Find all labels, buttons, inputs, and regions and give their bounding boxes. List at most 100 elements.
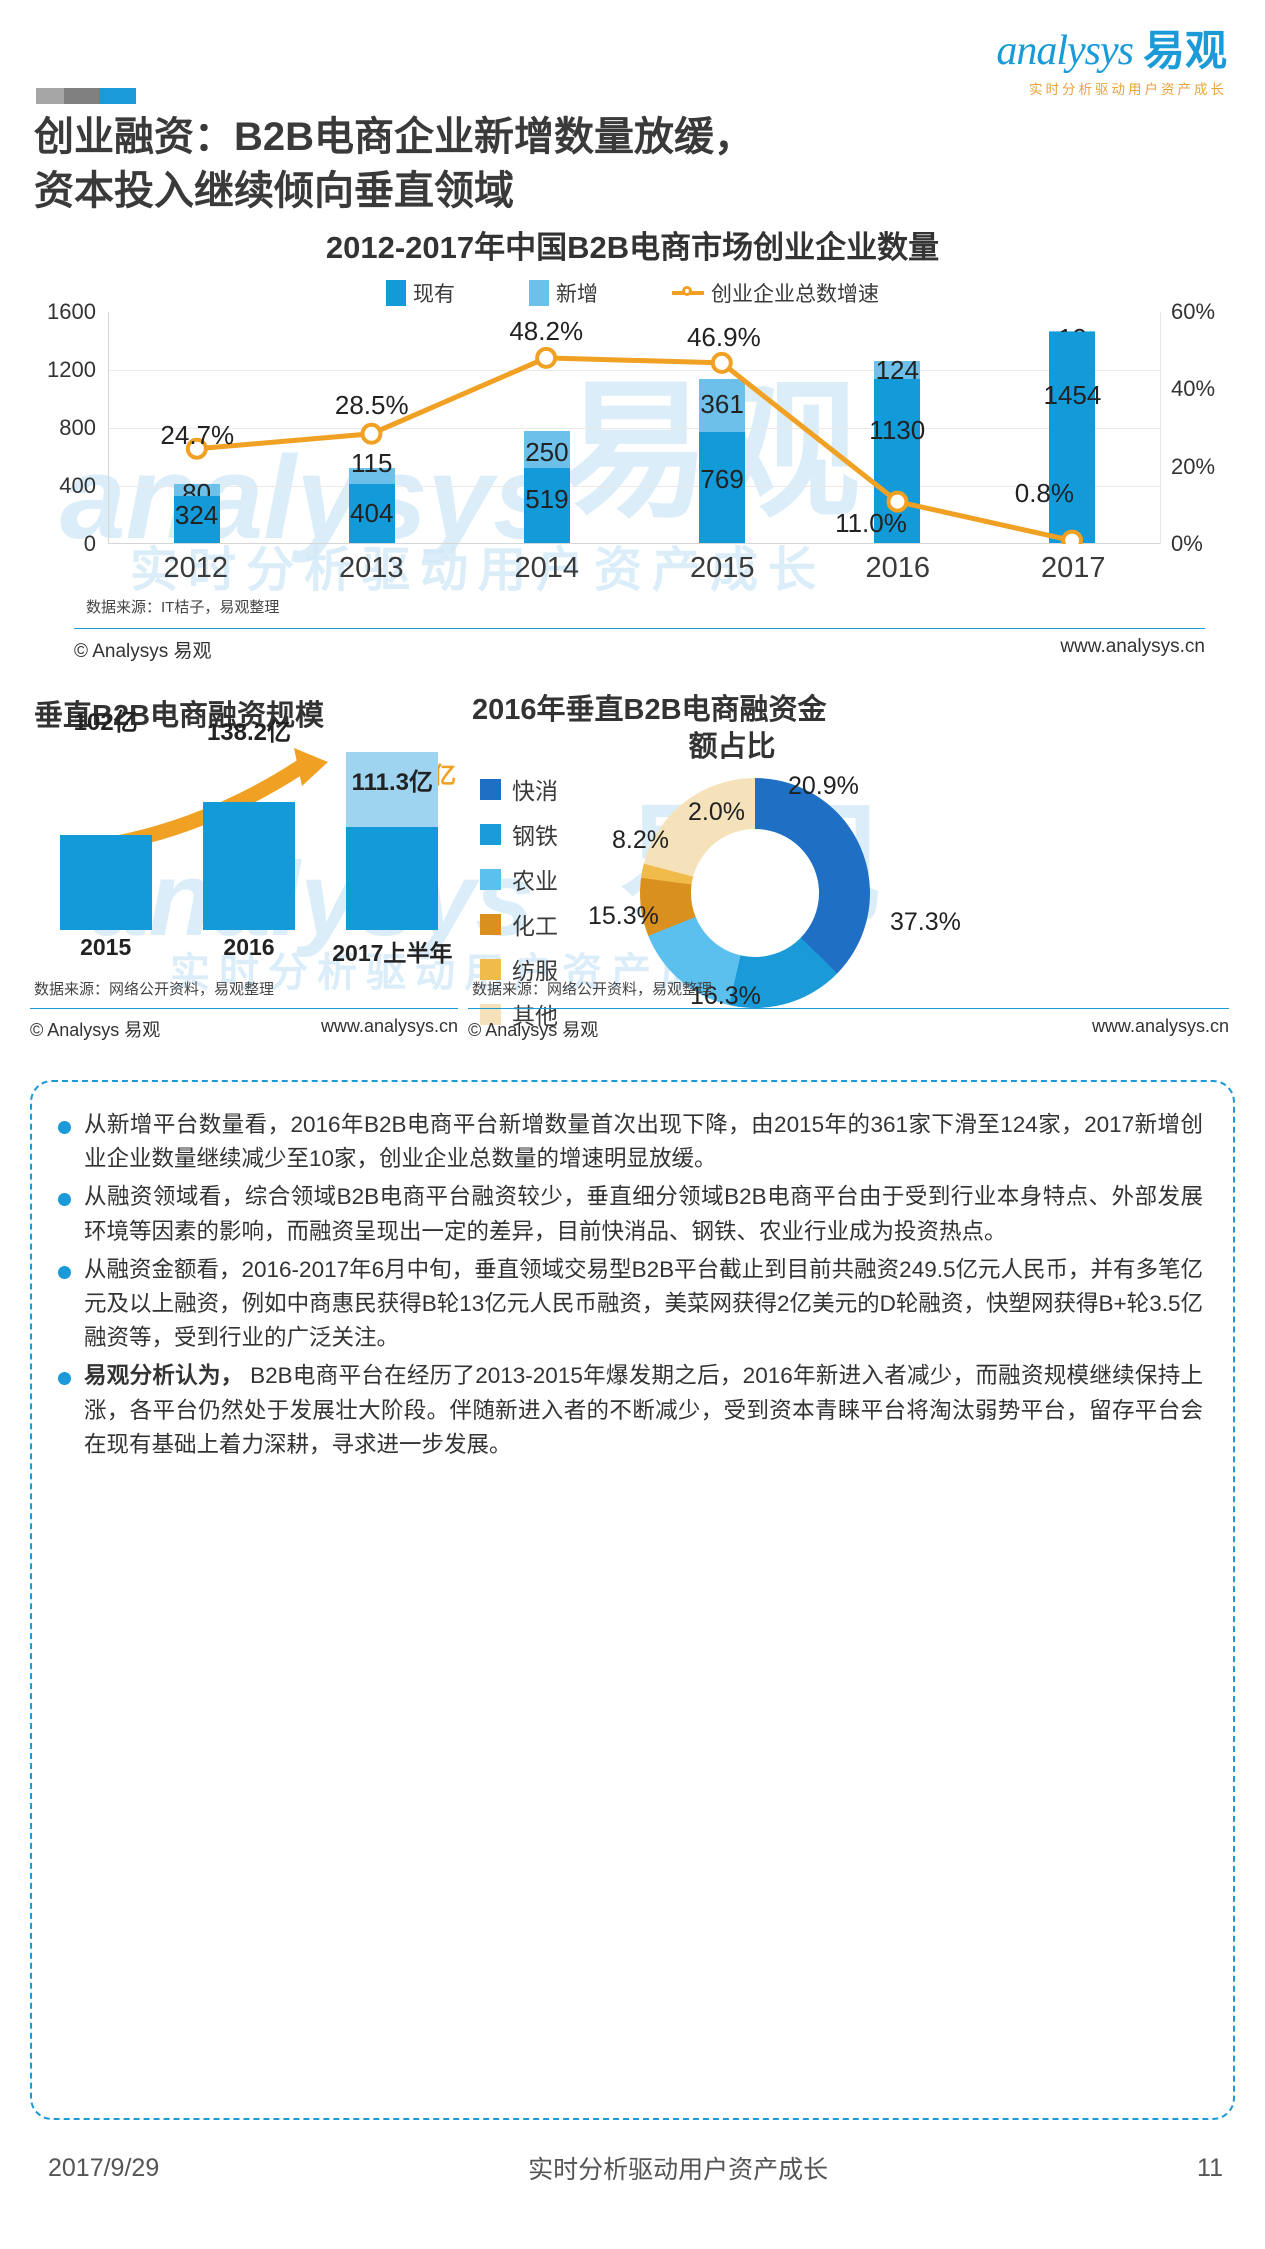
chart2-x-axis: 2015 2016 2017上半年	[34, 934, 464, 968]
x-tick-2014: 2014	[514, 552, 579, 584]
bar-label-new-2015: 361	[700, 389, 744, 420]
bullet-dot-icon	[58, 1121, 71, 1134]
chart2-bars: 102亿 138.2亿 111.3亿	[34, 709, 464, 930]
y-tick: 400	[59, 473, 96, 498]
analysis-box: 从新增平台数量看，2016年B2B电商平台新增数量首次出现下降，由2015年的3…	[30, 1080, 1235, 2120]
growth-label-2013: 28.5%	[334, 390, 409, 420]
chart1-grid: 80 324 115 404	[108, 312, 1161, 544]
x-tick-2015: 2015	[689, 552, 755, 584]
bullet-text-1: 从融资领域看，综合领域B2B电商平台融资较少，垂直细分领域B2B电商平台由于受到…	[84, 1184, 1203, 1244]
legend-swatch-icon	[480, 778, 501, 800]
legend-swatch-icon	[480, 868, 501, 890]
chart2-source: 数据来源：网络公开资料，易观整理	[34, 981, 275, 998]
bar-label-current-2016: 1130	[869, 415, 926, 446]
logo-tagline: 实时分析驱动用户资产成长	[1029, 82, 1227, 97]
legend-swatch-icon	[480, 958, 501, 980]
page-title-line1: 创业融资：B2B电商企业新增数量放缓，	[34, 115, 755, 159]
bullet-dot-icon	[58, 1265, 71, 1279]
y2-tick: 0%	[1171, 531, 1203, 556]
growth-label-2017: 0.8%	[1014, 478, 1075, 508]
bullet-dot-icon	[58, 1193, 71, 1207]
chart3-legend-label-4: 纺服	[512, 958, 558, 984]
chart2-bar-label-2017: 111.3亿	[351, 769, 434, 796]
bar-label-current-2017: 1454	[1043, 380, 1102, 411]
chart3-legend-label-2: 农业	[512, 868, 558, 894]
chart3-value-3: 8.2%	[612, 826, 669, 854]
chart3-title-line1: 2016年垂直B2B电商融资金	[472, 694, 827, 726]
page-title: 创业融资：B2B电商企业新增数量放缓， 资本投入继续倾向垂直领域	[34, 110, 1164, 218]
y2-tick: 20%	[1171, 454, 1216, 479]
x-tick-2012: 2012	[163, 552, 228, 584]
chart3-legend-label-1: 钢铁	[512, 823, 558, 849]
y-tick: 0	[83, 531, 96, 556]
chart3-value-0: 37.3%	[890, 908, 961, 936]
chart2-title: 垂直B2B电商融资规模	[34, 700, 325, 732]
bullet-dot-icon	[58, 1372, 71, 1386]
chart3-legend-item-3: 化工	[480, 907, 610, 941]
legend-swatch-icon	[529, 280, 549, 306]
bar-label-current-2014: 519	[525, 483, 569, 514]
x-tick-2016: 2016	[223, 934, 275, 960]
list-item: 易观分析认为， B2B电商平台在经历了2013-2015年爆发期之后，2016年…	[58, 1359, 1203, 1462]
x-tick-2017: 2017	[1040, 552, 1106, 584]
legend-line-marker-icon	[672, 286, 704, 296]
chart3-value-1: 16.3%	[690, 982, 761, 1010]
y2-tick: 40%	[1171, 376, 1216, 401]
growth-label-2016: 11.0%	[835, 508, 907, 538]
chart1-y-axis-right: 60% 40% 20% 0%	[1165, 299, 1235, 556]
chart1-y-axis-left: 1600 1200 800 400 0	[30, 299, 102, 556]
chart1-copyright: © Analysys 易观	[74, 641, 212, 662]
chart3-legend: 快消 钢铁 农业 化工 纺服 其他	[480, 772, 610, 1042]
x-tick-2013: 2013	[338, 552, 404, 584]
bar-label-new-2014: 250	[525, 437, 569, 468]
y-tick: 1200	[47, 357, 96, 382]
chart2-plot: 预测192亿 102亿 138.2亿 11	[34, 709, 464, 968]
chart1-title: 2012-2017年中国B2B电商市场创业企业数量	[325, 230, 940, 265]
legend-swatch-icon	[480, 913, 501, 935]
chart3-legend-item-0: 快消	[480, 772, 610, 806]
bar-label-new-2013: 115	[351, 447, 393, 478]
chart3-legend-item-5: 其他	[480, 997, 610, 1031]
bar-label-current-2013: 404	[350, 498, 394, 529]
legend-swatch-icon	[386, 280, 406, 306]
page-footer: 2017/9/29 实时分析驱动用户资产成长 11	[48, 2150, 1223, 2186]
chart1-legend-item-growth: 创业企业总数增速	[672, 278, 879, 308]
chart1-bar-group-2013: 115 404	[284, 312, 459, 543]
chart1-bars: 80 324 115 404	[109, 312, 1160, 543]
list-item: 从融资金额看，2016-2017年6月中旬，垂直领域交易型B2B平台截止到目前共…	[58, 1253, 1203, 1356]
chart2-bar-label-2015: 102亿	[73, 709, 138, 736]
chart3-copyright: © Analysys 易观	[468, 1020, 599, 1040]
list-item: 从新增平台数量看，2016年B2B电商平台新增数量首次出现下降，由2015年的3…	[58, 1108, 1203, 1176]
logo-wordmark: analysys	[996, 28, 1134, 74]
x-tick-2016: 2016	[865, 552, 930, 584]
page-title-line2: 资本投入继续倾向垂直领域	[34, 169, 514, 213]
growth-label-2014: 48.2%	[509, 316, 584, 346]
footer-date: 2017/9/29	[48, 2153, 160, 2182]
chart3-title-line2: 额占比	[688, 731, 776, 764]
chart3-legend-item-4: 纺服	[480, 952, 610, 986]
logo-chinese-name: 易观	[1142, 27, 1227, 74]
x-tick-2017h1: 2017上半年	[332, 940, 453, 966]
chart3-value-5: 20.9%	[788, 772, 859, 800]
chart3-footer: © Analysys 易观 www.analysys.cn	[468, 1008, 1229, 1042]
chart3-website[interactable]: www.analysys.cn	[1091, 1016, 1229, 1036]
chart1-footer: © Analysys 易观 www.analysys.cn	[74, 628, 1205, 663]
chart1-website[interactable]: www.analysys.cn	[1060, 636, 1205, 657]
title-accent-bar	[36, 88, 136, 104]
chart2-bar-label-2016: 138.2亿	[206, 719, 292, 746]
chart2-website[interactable]: www.analysys.cn	[320, 1016, 458, 1036]
chart3-title: 2016年垂直B2B电商融资金 额占比	[472, 692, 1252, 766]
growth-label-2015: 46.9%	[686, 322, 761, 352]
chart1-plot: 1600 1200 800 400 0 60% 40% 20% 0%	[30, 299, 1235, 556]
bar-label-current-2012: 324	[174, 500, 219, 530]
chart1-legend: 现有 新增 创业企业总数增速	[0, 278, 1265, 308]
chart3-donut	[640, 778, 870, 1008]
chart1-legend-label-0: 现有	[413, 283, 455, 306]
chart3-legend-label-5: 其他	[512, 1003, 558, 1029]
bar-label-current-2015: 769	[700, 463, 744, 494]
chart3-legend-item-1: 钢铁	[480, 817, 610, 851]
chart2-footer: © Analysys 易观 www.analysys.cn	[30, 1008, 458, 1042]
chart2-bar-group-2016: 138.2亿	[177, 719, 320, 930]
x-tick-2015: 2015	[80, 934, 132, 960]
